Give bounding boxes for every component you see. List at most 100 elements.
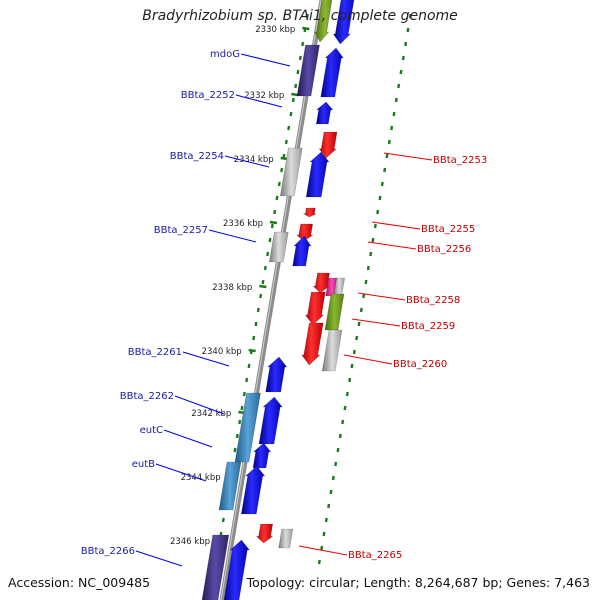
ruler-tick-label: 2340 kbp [202, 347, 242, 357]
gene-arrow-blue [315, 101, 334, 125]
left-track-dot [221, 517, 225, 523]
gene-label: eutC [140, 425, 163, 436]
topology-text: Topology: circular; Length: 8,264,687 bp… [246, 575, 590, 590]
right-track-dot [359, 307, 363, 313]
leader-line [240, 53, 291, 67]
left-track-dot [305, 13, 309, 19]
leader-line [208, 229, 257, 243]
gene-block-gray [268, 231, 289, 263]
left-track-dot [291, 97, 295, 103]
gene-arrow-olive [314, 0, 333, 43]
left-track-dot [273, 209, 277, 215]
gene-label: BBta_2261 [128, 347, 182, 358]
right-track-dot [324, 517, 328, 523]
gene-arrow-blue [292, 235, 312, 267]
gene-block-navy [296, 44, 320, 97]
left-track-dot [284, 139, 288, 145]
gene-label: mdoG [210, 49, 240, 60]
right-track-dot [345, 391, 349, 397]
left-track-dot [266, 251, 270, 257]
left-track-dot [277, 181, 281, 187]
right-track-dot [320, 545, 324, 551]
leader-line [235, 94, 283, 108]
gene-label: BBta_2266 [81, 546, 135, 557]
left-track-dot [270, 223, 274, 229]
leader-line [174, 395, 225, 415]
gene-arrow-red [318, 131, 338, 159]
right-track-dot [387, 139, 391, 145]
genome-title: Bradyrhizobium sp. BTAi1, complete genom… [142, 8, 458, 24]
left-track-dot [280, 167, 284, 173]
left-track-dot [261, 279, 265, 285]
right-track-dot [392, 111, 396, 117]
gene-block-olive [324, 293, 345, 331]
leader-line [357, 292, 406, 301]
left-track-dot [247, 363, 251, 369]
gene-arrow-blue [258, 396, 283, 445]
right-track-dot [366, 265, 370, 271]
leader-line [155, 463, 207, 482]
right-track-dot [364, 279, 368, 285]
label-leader-lines [135, 53, 433, 567]
gene-label: BBta_2262 [120, 391, 174, 402]
gene-arrow-blue [240, 465, 266, 515]
gene-labels: mdoG BBta_2252 BBta_2254 BBta_2257 BBta_2261… [81, 49, 487, 561]
right-track-dot [371, 237, 375, 243]
left-track-dot [268, 237, 272, 243]
right-track-dot [317, 559, 321, 565]
left-track-dot [289, 111, 293, 117]
gene-arrow-blue [265, 356, 288, 393]
left-track-dot [240, 405, 244, 411]
ruler-tick-label: 2334 kbp [234, 155, 274, 165]
right-track-dot [327, 503, 331, 509]
gene-arrow-red [304, 291, 326, 326]
right-track-dot [338, 433, 342, 439]
right-track-dot [343, 405, 347, 411]
left-track-dot [263, 265, 267, 271]
right-track-dot [352, 349, 356, 355]
left-track-dot [245, 377, 249, 383]
gene-block-navy [201, 534, 230, 600]
right-track-dot [394, 97, 398, 103]
right-track-dot [401, 55, 405, 61]
gene-arrow-red [312, 272, 331, 294]
left-track-dot [242, 391, 246, 397]
left-track-dot [287, 125, 291, 131]
ruler-tick [259, 284, 267, 289]
gene-block-gray [279, 147, 303, 197]
ruler-tick-label: 2330 kbp [255, 25, 295, 35]
right-track-dot [369, 251, 373, 257]
right-track-dot [378, 195, 382, 201]
right-track-dot [355, 335, 359, 341]
left-track-dot [256, 307, 260, 313]
left-track-dot [254, 321, 258, 327]
gene-label: BBta_2260 [393, 359, 447, 370]
leader-line [371, 221, 421, 230]
gene-arrow-blue [305, 151, 330, 198]
leader-line [298, 545, 348, 556]
left-track-dot [275, 195, 279, 201]
leader-line [224, 155, 270, 168]
leader-line [182, 351, 230, 367]
gene-label: BBta_2259 [401, 321, 455, 332]
leader-line [383, 152, 433, 161]
gene-label: BBta_2257 [154, 225, 208, 236]
ruler-tick-label: 2332 kbp [244, 91, 284, 101]
ruler-tick-label: 2336 kbp [223, 219, 263, 229]
accession-text: Accession: NC_009485 [8, 575, 151, 590]
right-track-dot [404, 41, 408, 47]
gene-label: BBta_2265 [348, 550, 402, 561]
gene-arrow-blue [332, 0, 355, 45]
gene-label: eutB [132, 459, 155, 470]
right-track-dot [329, 489, 333, 495]
right-track-dot [399, 69, 403, 75]
left-track-dot [238, 419, 242, 425]
right-track-dot [408, 13, 412, 19]
ruler-tick-label: 2344 kbp [181, 473, 221, 483]
left-track-dot [252, 335, 256, 341]
right-track-dot [376, 209, 380, 215]
right-track-dot [397, 83, 401, 89]
gene-arrow-blue [320, 47, 344, 98]
gene-label: BBta_2252 [181, 90, 235, 101]
gene-block-steel [218, 461, 242, 511]
